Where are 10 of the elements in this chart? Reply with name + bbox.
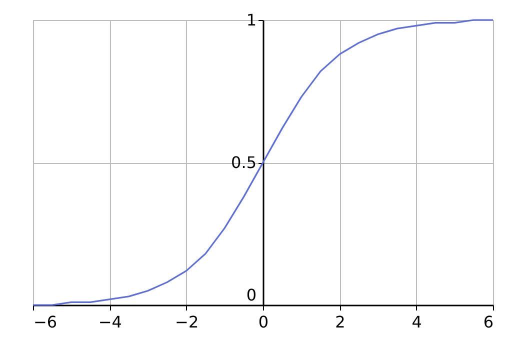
y-tick-label: 0.5 <box>231 153 256 172</box>
x-tick-label: −4 <box>98 312 122 332</box>
y-tick-label: 1 <box>246 10 256 30</box>
y-tick-label: 0 <box>246 286 256 304</box>
x-tick-label: 2 <box>335 312 346 332</box>
x-tick-label: −2 <box>175 312 199 332</box>
x-tick-label: −6 <box>34 312 58 332</box>
x-tick-label: 4 <box>412 312 422 332</box>
x-tick-label: 6 <box>483 312 494 332</box>
x-tick-label: 0 <box>258 312 269 332</box>
